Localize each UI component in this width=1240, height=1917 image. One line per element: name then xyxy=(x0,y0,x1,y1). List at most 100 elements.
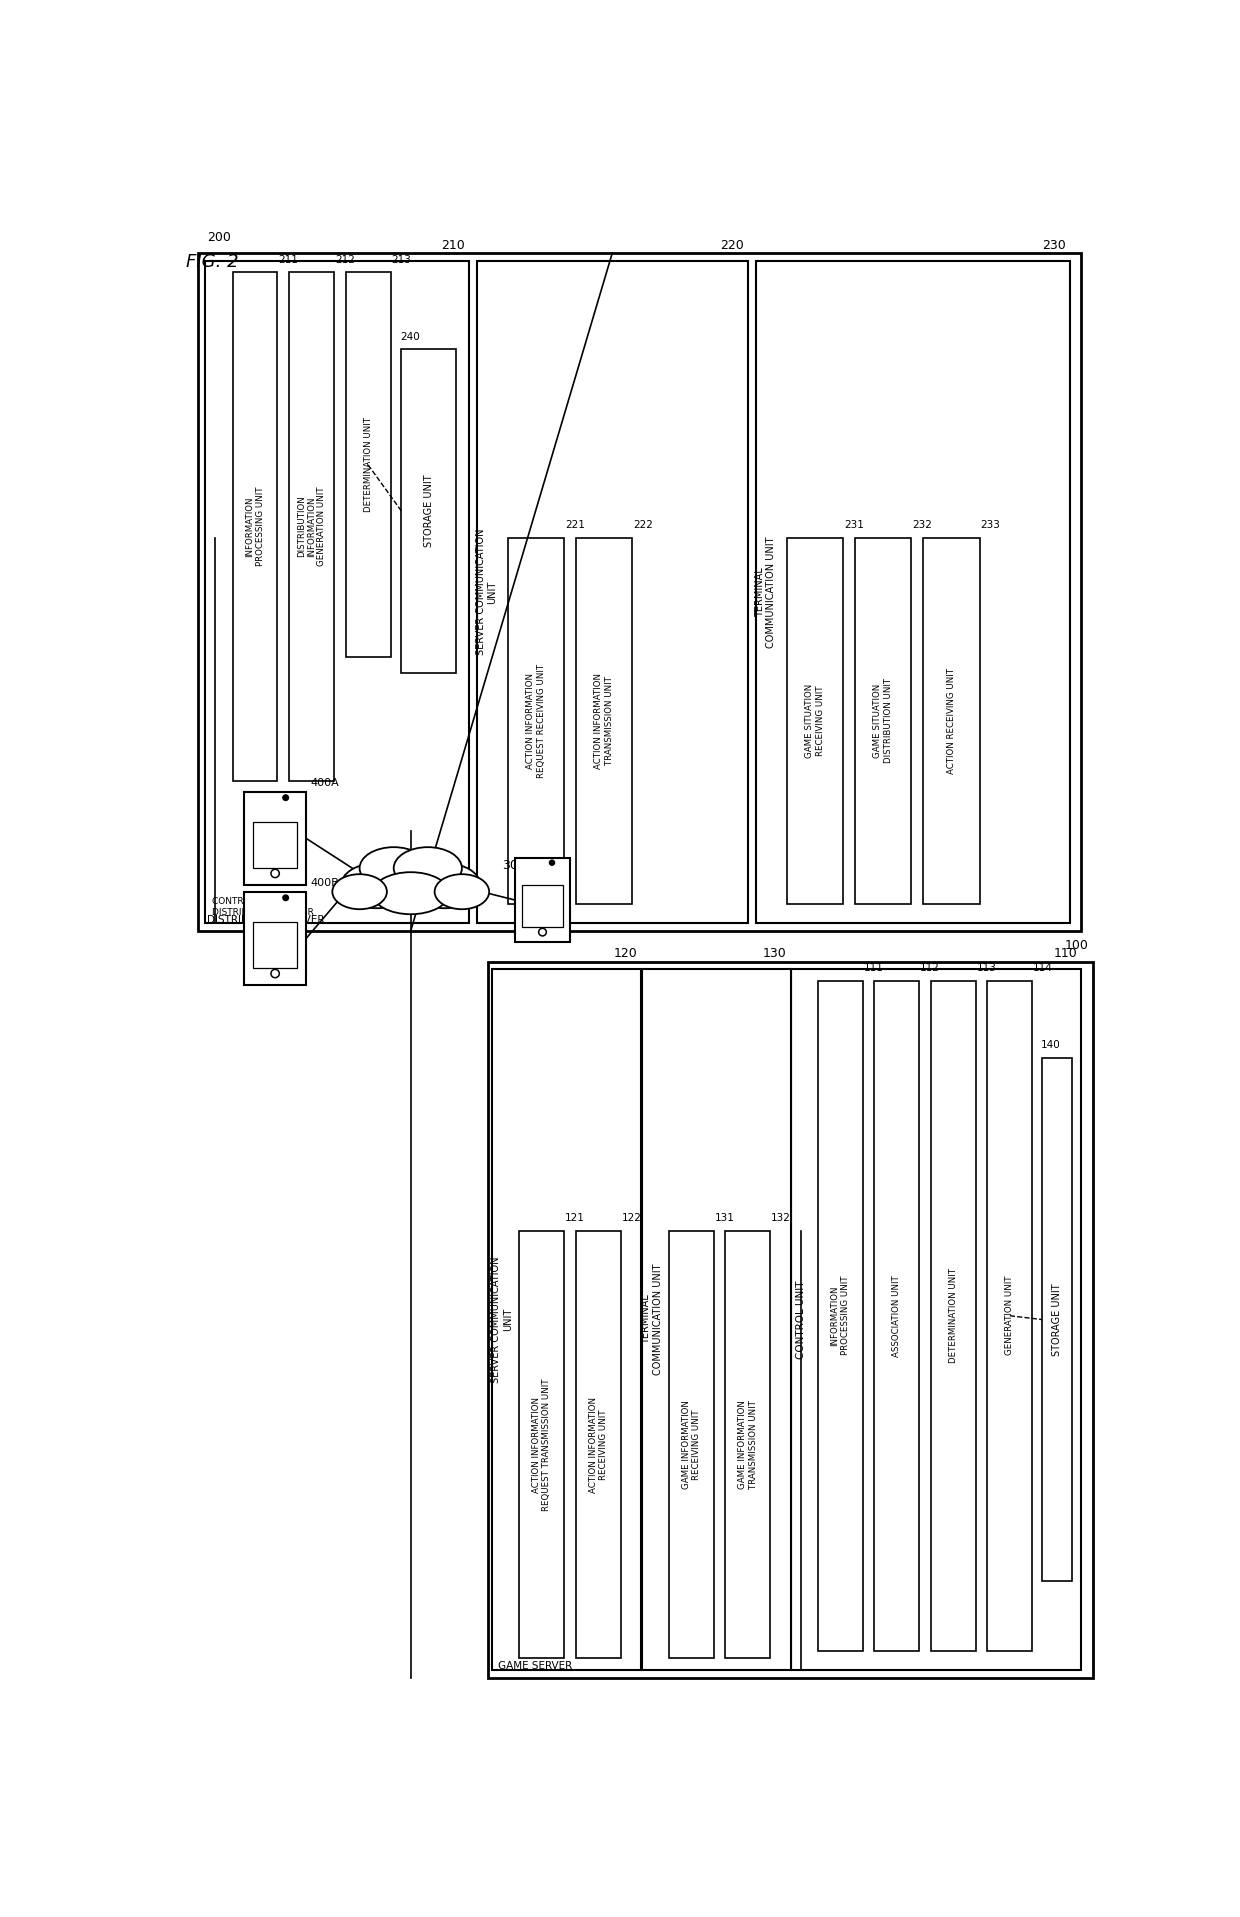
FancyBboxPatch shape xyxy=(489,962,1092,1677)
Ellipse shape xyxy=(394,847,463,889)
Text: 113: 113 xyxy=(977,962,997,974)
Text: 400A: 400A xyxy=(310,778,339,788)
Text: 121: 121 xyxy=(565,1213,585,1223)
FancyBboxPatch shape xyxy=(507,539,564,903)
FancyBboxPatch shape xyxy=(476,261,748,924)
FancyBboxPatch shape xyxy=(923,539,980,903)
Ellipse shape xyxy=(372,872,449,914)
FancyBboxPatch shape xyxy=(575,539,632,903)
Text: 231: 231 xyxy=(844,520,864,531)
Text: 230: 230 xyxy=(1042,238,1065,251)
FancyBboxPatch shape xyxy=(854,539,911,903)
Circle shape xyxy=(283,895,289,901)
FancyBboxPatch shape xyxy=(931,982,976,1651)
Text: STORAGE UNIT: STORAGE UNIT xyxy=(1052,1282,1063,1355)
FancyBboxPatch shape xyxy=(987,982,1033,1651)
FancyBboxPatch shape xyxy=(197,253,1081,932)
Circle shape xyxy=(283,796,289,801)
Text: ASSOCIATION UNIT: ASSOCIATION UNIT xyxy=(892,1275,901,1357)
Text: CONTROL UNIT: CONTROL UNIT xyxy=(212,897,279,907)
Text: 212: 212 xyxy=(335,255,355,265)
Text: 210: 210 xyxy=(441,238,465,251)
Text: 110: 110 xyxy=(1054,947,1078,960)
FancyBboxPatch shape xyxy=(244,792,306,884)
Text: 131: 131 xyxy=(714,1213,734,1223)
FancyBboxPatch shape xyxy=(668,1231,714,1658)
Text: DETERMINATION UNIT: DETERMINATION UNIT xyxy=(363,418,373,512)
FancyBboxPatch shape xyxy=(253,822,298,868)
Text: 213: 213 xyxy=(392,255,412,265)
Text: INFORMATION
PROCESSING UNIT: INFORMATION PROCESSING UNIT xyxy=(831,1277,849,1355)
FancyBboxPatch shape xyxy=(515,857,570,943)
Text: 222: 222 xyxy=(634,520,653,531)
FancyBboxPatch shape xyxy=(575,1231,621,1658)
Ellipse shape xyxy=(341,863,413,909)
Ellipse shape xyxy=(363,851,458,911)
Text: GENERATION UNIT: GENERATION UNIT xyxy=(1006,1277,1014,1355)
Text: STORAGE UNIT: STORAGE UNIT xyxy=(424,475,434,548)
Text: 400B: 400B xyxy=(310,878,339,888)
FancyBboxPatch shape xyxy=(346,272,391,658)
Text: DISTRIBUTION
INFORMATION
GENERATION UNIT: DISTRIBUTION INFORMATION GENERATION UNIT xyxy=(296,487,326,566)
Text: 200: 200 xyxy=(207,230,231,243)
FancyBboxPatch shape xyxy=(786,539,843,903)
Text: 100: 100 xyxy=(1065,939,1089,953)
Text: 112: 112 xyxy=(920,962,940,974)
Text: 300: 300 xyxy=(502,859,526,872)
Ellipse shape xyxy=(409,863,481,909)
FancyBboxPatch shape xyxy=(253,922,298,968)
FancyBboxPatch shape xyxy=(725,1231,770,1658)
Ellipse shape xyxy=(360,847,428,889)
Text: ACTION INFORMATION
REQUEST TRANSMISSION UNIT: ACTION INFORMATION REQUEST TRANSMISSION … xyxy=(532,1378,552,1511)
FancyBboxPatch shape xyxy=(206,261,469,924)
Text: 221: 221 xyxy=(565,520,585,531)
FancyBboxPatch shape xyxy=(874,982,919,1651)
FancyBboxPatch shape xyxy=(1043,1058,1071,1582)
Text: 130: 130 xyxy=(763,947,786,960)
Text: ACTION INFORMATION
TRANSMISSION UNIT: ACTION INFORMATION TRANSMISSION UNIT xyxy=(594,673,614,769)
FancyBboxPatch shape xyxy=(289,272,334,780)
Text: DISTRIBUTION SERVER: DISTRIBUTION SERVER xyxy=(212,909,314,916)
Ellipse shape xyxy=(434,874,490,909)
Text: ACTION INFORMATION
RECEIVING UNIT: ACTION INFORMATION RECEIVING UNIT xyxy=(589,1397,608,1493)
Text: TERMINAL
COMMUNICATION UNIT: TERMINAL COMMUNICATION UNIT xyxy=(641,1263,662,1374)
Text: FIG. 2: FIG. 2 xyxy=(186,253,238,270)
Text: GAME SITUATION
DISTRIBUTION UNIT: GAME SITUATION DISTRIBUTION UNIT xyxy=(873,679,893,763)
Text: SERVER COMMUNICATION
UNIT: SERVER COMMUNICATION UNIT xyxy=(491,1256,513,1382)
Text: GAME SITUATION
RECEIVING UNIT: GAME SITUATION RECEIVING UNIT xyxy=(805,684,825,757)
Text: GAME SERVER: GAME SERVER xyxy=(497,1662,572,1672)
FancyBboxPatch shape xyxy=(522,884,563,928)
Text: 122: 122 xyxy=(621,1213,641,1223)
Text: 120: 120 xyxy=(614,947,637,960)
Text: DISTRIBUTION SERVER: DISTRIBUTION SERVER xyxy=(207,914,325,924)
Text: 232: 232 xyxy=(913,520,932,531)
Text: 111: 111 xyxy=(863,962,883,974)
Text: 140: 140 xyxy=(1040,1041,1060,1051)
Text: SERVER COMMUNICATION
UNIT: SERVER COMMUNICATION UNIT xyxy=(476,529,497,656)
FancyBboxPatch shape xyxy=(642,970,791,1670)
Text: INFORMATION
PROCESSING UNIT: INFORMATION PROCESSING UNIT xyxy=(246,487,264,566)
Text: 132: 132 xyxy=(771,1213,791,1223)
FancyBboxPatch shape xyxy=(492,970,641,1670)
FancyBboxPatch shape xyxy=(520,1231,564,1658)
Text: CONTROL UNIT: CONTROL UNIT xyxy=(796,1281,806,1359)
FancyBboxPatch shape xyxy=(791,970,1081,1670)
FancyBboxPatch shape xyxy=(817,982,863,1651)
Circle shape xyxy=(549,861,554,865)
Text: DETERMINATION UNIT: DETERMINATION UNIT xyxy=(949,1269,957,1363)
FancyBboxPatch shape xyxy=(402,349,456,673)
Text: 233: 233 xyxy=(981,520,1001,531)
Text: 114: 114 xyxy=(1033,962,1053,974)
FancyBboxPatch shape xyxy=(233,272,278,780)
Ellipse shape xyxy=(332,874,387,909)
FancyBboxPatch shape xyxy=(244,891,306,985)
Text: TERMINAL
COMMUNICATION UNIT: TERMINAL COMMUNICATION UNIT xyxy=(755,537,776,648)
FancyBboxPatch shape xyxy=(755,261,1069,924)
Text: 211: 211 xyxy=(278,255,298,265)
Text: GAME INFORMATION
TRANSMISSION UNIT: GAME INFORMATION TRANSMISSION UNIT xyxy=(738,1399,758,1490)
Text: 220: 220 xyxy=(720,238,744,251)
Text: 240: 240 xyxy=(399,332,419,341)
Text: GAME INFORMATION
RECEIVING UNIT: GAME INFORMATION RECEIVING UNIT xyxy=(682,1399,701,1490)
Text: ACTION RECEIVING UNIT: ACTION RECEIVING UNIT xyxy=(947,667,956,774)
Text: ACTION INFORMATION
REQUEST RECEIVING UNIT: ACTION INFORMATION REQUEST RECEIVING UNI… xyxy=(526,663,546,778)
